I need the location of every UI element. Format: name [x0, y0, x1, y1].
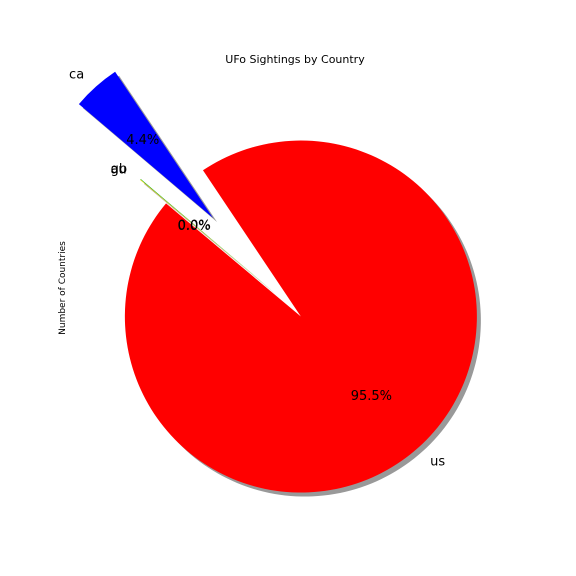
slice-us — [124, 140, 477, 493]
slice-pct-gb: 0.0% — [178, 219, 211, 234]
chart-title: UFo Sightings by Country — [225, 53, 365, 66]
slice-ca — [78, 71, 214, 219]
y-axis-label: Number of Countries — [58, 241, 68, 335]
slice-gb — [140, 178, 275, 293]
slice-shadow-au — [143, 183, 279, 297]
slice-label-gb: gb — [111, 162, 128, 177]
slice-label-au: au — [110, 162, 126, 177]
slice-label-us: us — [430, 455, 445, 470]
slice-label-ca: ca — [69, 68, 84, 83]
slice-pct-us: 95.5% — [351, 389, 392, 404]
slices — [78, 71, 477, 493]
slice-pct-au: 0.0% — [177, 219, 210, 234]
slice-pct-ca: 4.4% — [126, 133, 159, 148]
slice-au — [139, 179, 275, 293]
